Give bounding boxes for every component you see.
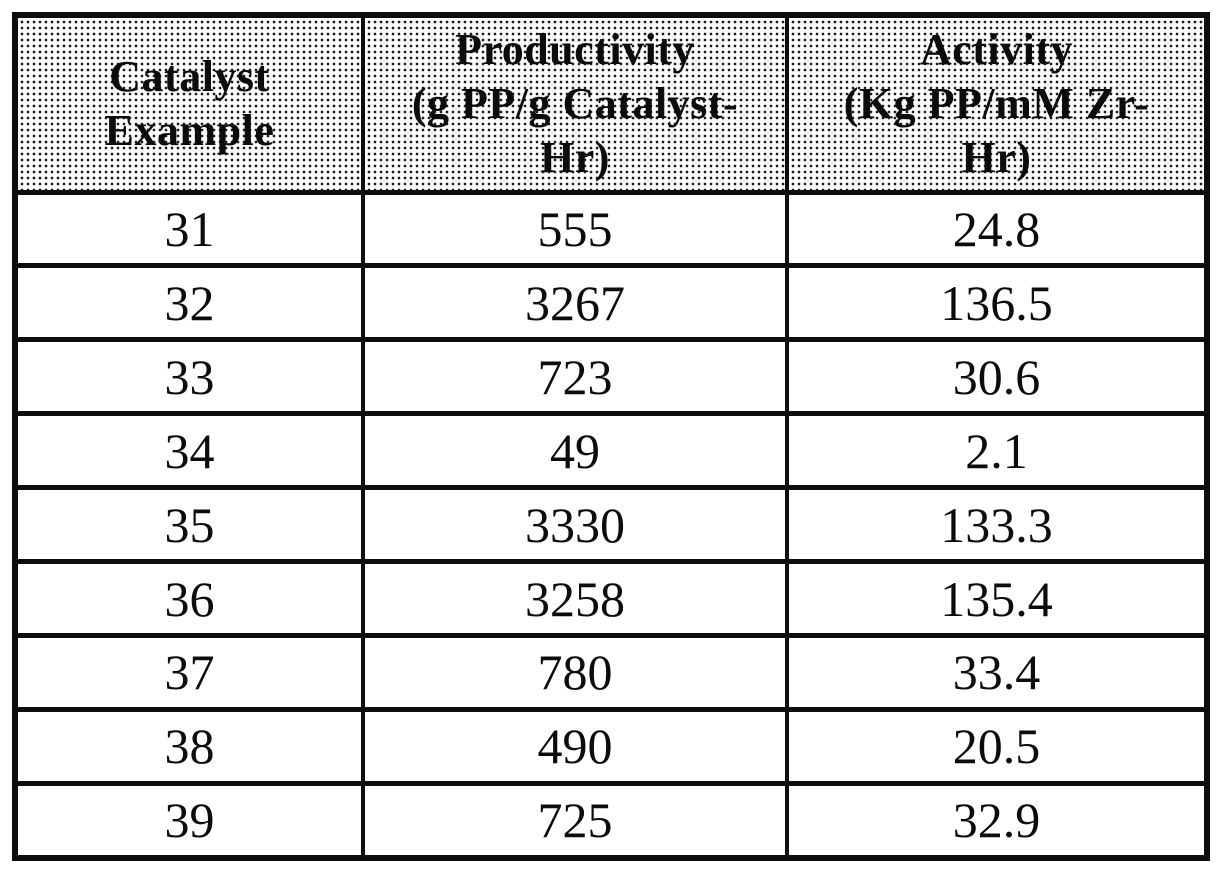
activity-cell: 133.3 bbox=[785, 485, 1209, 565]
table-row: 34 49 2.1 bbox=[13, 411, 1209, 491]
header-productivity: Productivity (g PP/g Catalyst- Hr) bbox=[361, 12, 789, 195]
table-row: 38 490 20.5 bbox=[13, 706, 1209, 786]
table-row: 36 3258 135.4 bbox=[13, 559, 1209, 639]
catalyst-example-cell: 37 bbox=[13, 633, 365, 712]
table-row: 39 725 32.9 bbox=[13, 780, 1209, 861]
catalyst-example-cell: 32 bbox=[13, 263, 365, 343]
catalyst-example-cell: 38 bbox=[13, 706, 365, 786]
header-activity: Activity (Kg PP/mM Zr- Hr) bbox=[785, 12, 1209, 195]
table-row: 37 780 33.4 bbox=[13, 633, 1209, 712]
productivity-cell: 3330 bbox=[361, 485, 789, 565]
productivity-cell: 725 bbox=[361, 780, 789, 861]
catalyst-example-cell: 35 bbox=[13, 485, 365, 565]
activity-cell: 135.4 bbox=[785, 559, 1209, 639]
activity-cell: 30.6 bbox=[785, 337, 1209, 417]
activity-cell: 136.5 bbox=[785, 263, 1209, 343]
table-row: 35 3330 133.3 bbox=[13, 485, 1209, 565]
productivity-cell: 3258 bbox=[361, 559, 789, 639]
productivity-cell: 555 bbox=[361, 189, 789, 269]
header-catalyst-example: Catalyst Example bbox=[13, 12, 365, 195]
catalyst-example-cell: 39 bbox=[13, 780, 365, 861]
header-row: Catalyst Example Productivity (g PP/g Ca… bbox=[13, 12, 1209, 195]
productivity-cell: 723 bbox=[361, 337, 789, 417]
activity-cell: 33.4 bbox=[785, 633, 1209, 712]
catalyst-example-cell: 31 bbox=[13, 189, 365, 269]
table-row: 31 555 24.8 bbox=[13, 189, 1209, 269]
activity-cell: 2.1 bbox=[785, 411, 1209, 491]
activity-cell: 20.5 bbox=[785, 706, 1209, 786]
catalyst-results-table: Catalyst Example Productivity (g PP/g Ca… bbox=[12, 12, 1210, 861]
productivity-cell: 49 bbox=[361, 411, 789, 491]
productivity-cell: 3267 bbox=[361, 263, 789, 343]
table-row: 33 723 30.6 bbox=[13, 337, 1209, 417]
catalyst-example-cell: 34 bbox=[13, 411, 365, 491]
table-row: 32 3267 136.5 bbox=[13, 263, 1209, 343]
catalyst-example-cell: 33 bbox=[13, 337, 365, 417]
productivity-cell: 780 bbox=[361, 633, 789, 712]
productivity-cell: 490 bbox=[361, 706, 789, 786]
activity-cell: 32.9 bbox=[785, 780, 1209, 861]
activity-cell: 24.8 bbox=[785, 189, 1209, 269]
catalyst-example-cell: 36 bbox=[13, 559, 365, 639]
